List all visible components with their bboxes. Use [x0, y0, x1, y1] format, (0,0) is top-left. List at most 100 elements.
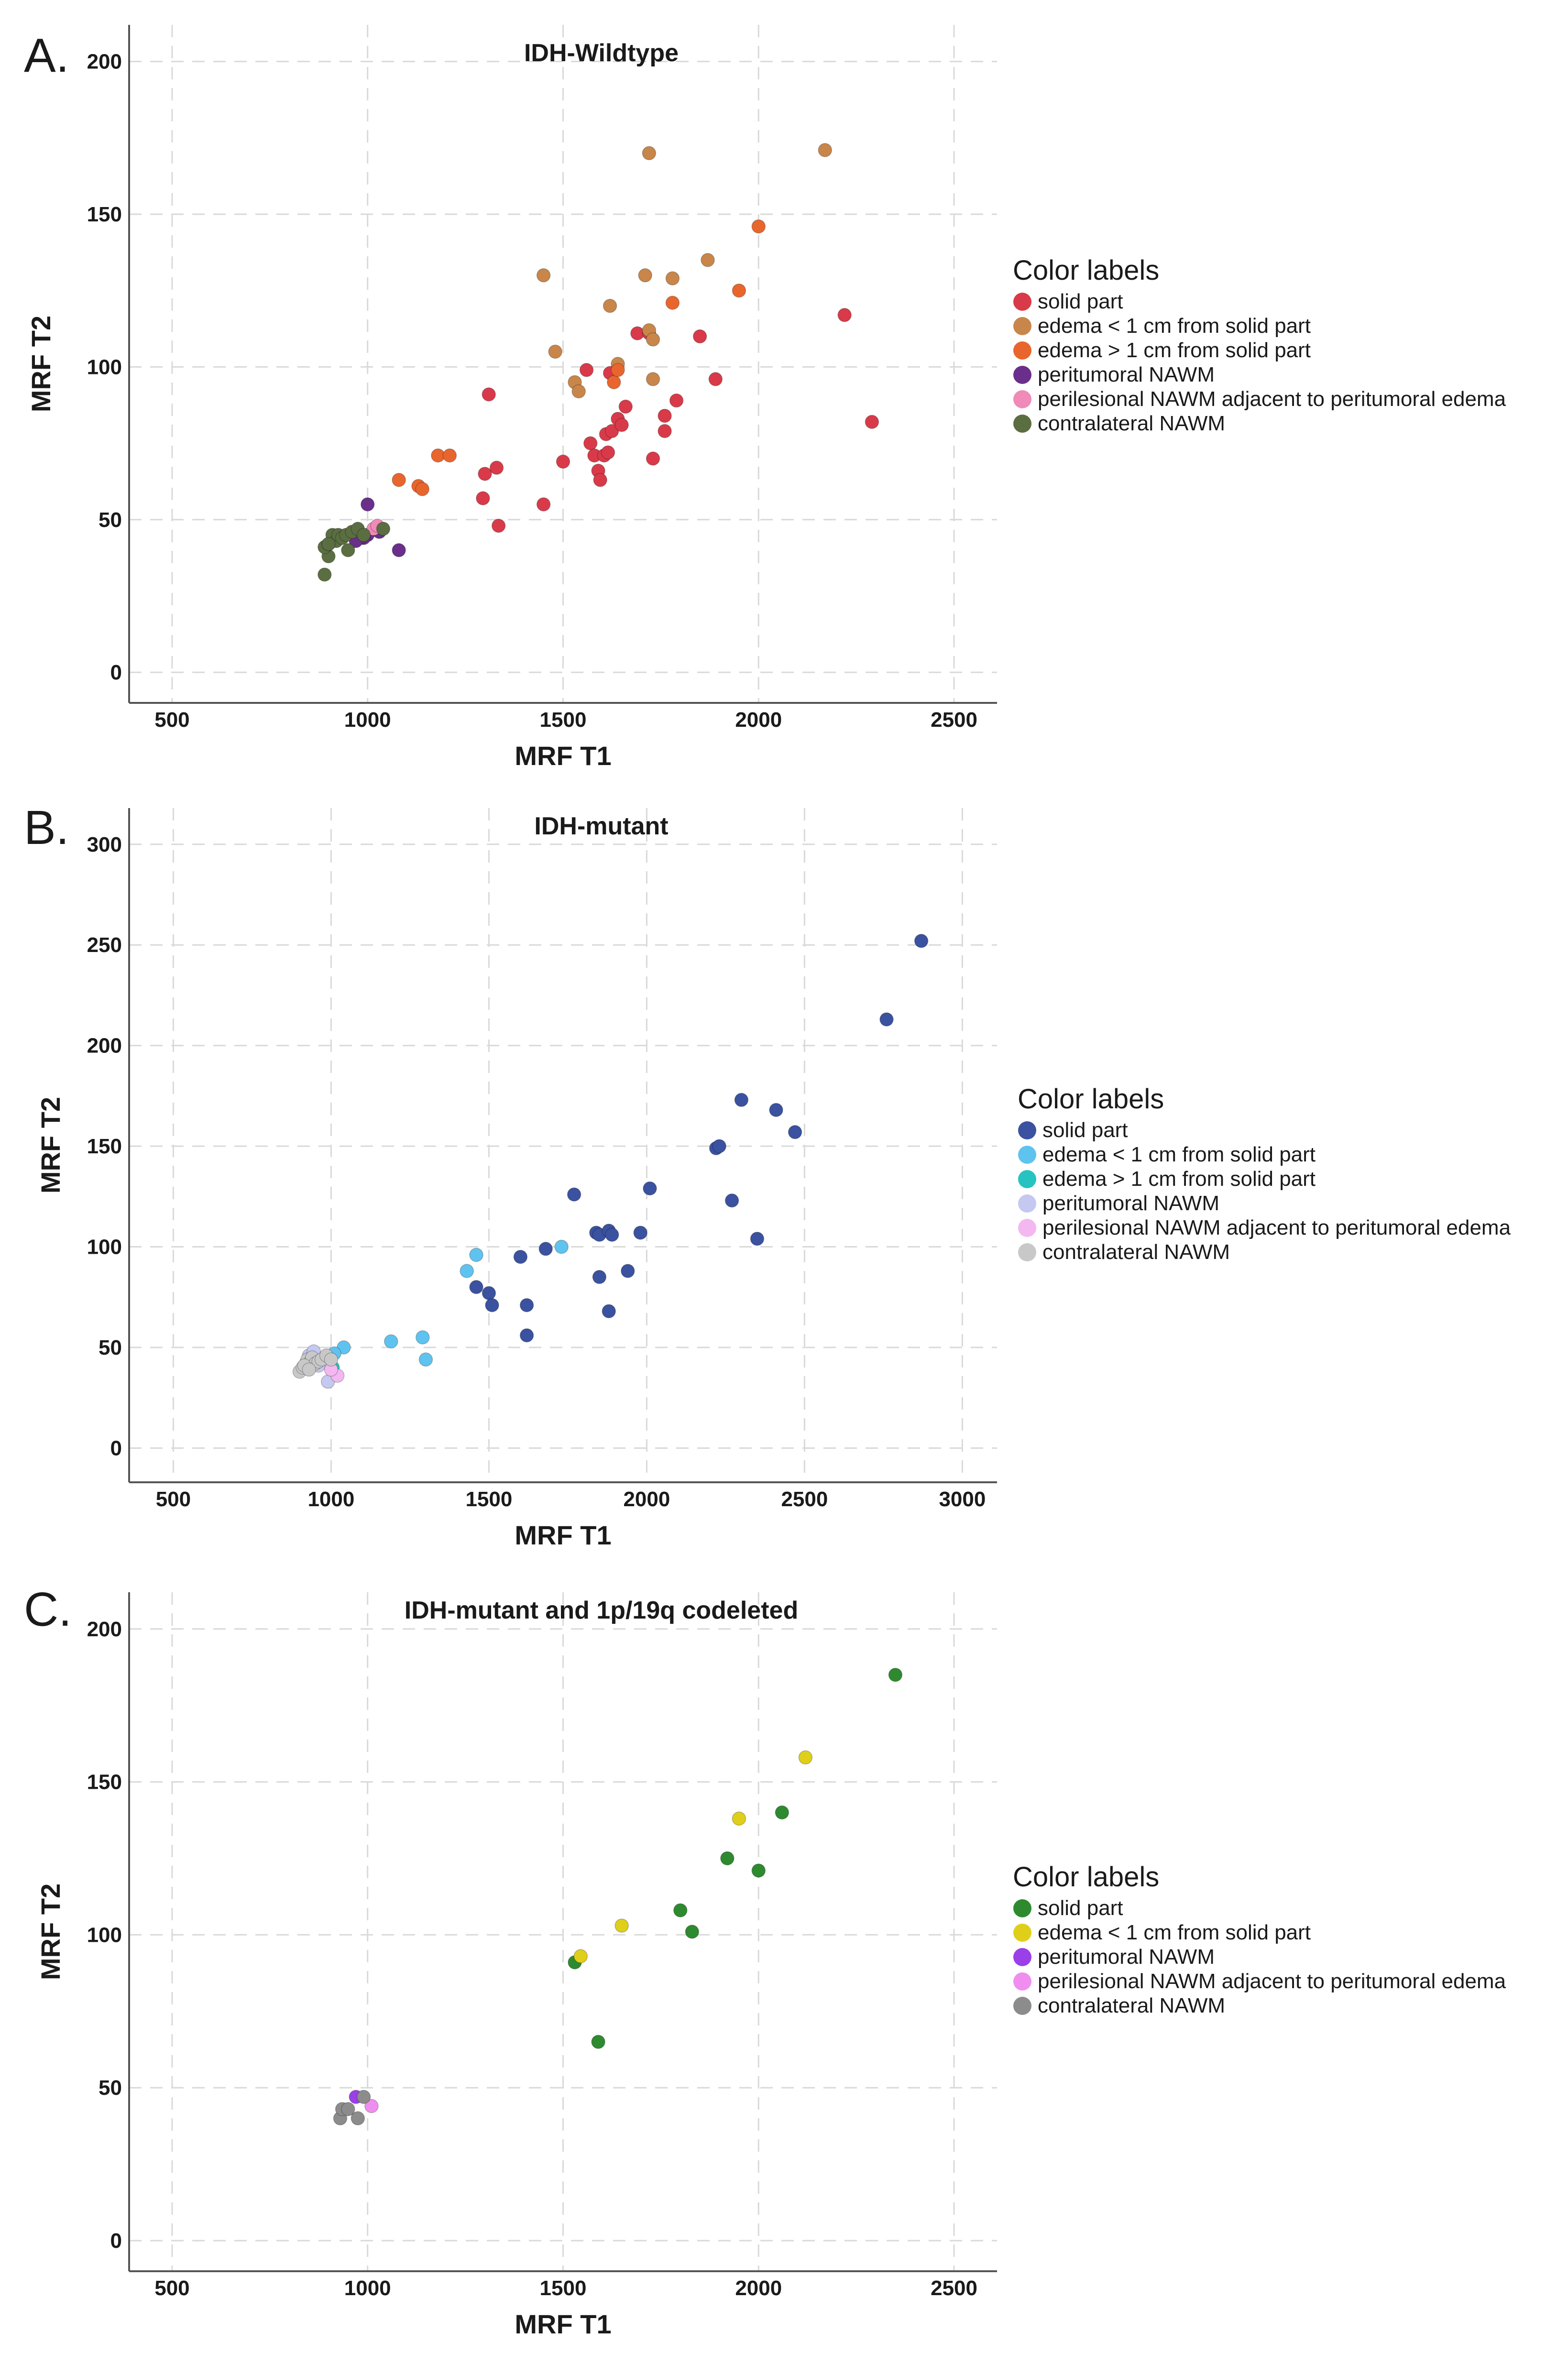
legend-swatch: [1018, 1194, 1036, 1213]
data-point: [646, 332, 660, 347]
x-tick-label: 1000: [344, 708, 391, 732]
chart-panel-2: C. 500 1000 1500 2000 2500 0 50 100 150 200 IDH-mut…: [24, 1583, 1506, 2339]
data-point: [865, 415, 879, 429]
data-point: [356, 2090, 371, 2104]
x-tick-label: 2500: [781, 1488, 828, 1511]
data-point: [888, 1667, 903, 1682]
data-point: [914, 934, 929, 948]
data-point: [646, 451, 660, 466]
data-point: [669, 393, 684, 408]
legend-entry: peritumoral NAWM: [1038, 363, 1215, 386]
x-tick-label: 1000: [307, 1488, 354, 1511]
y-tick-label: 0: [110, 1436, 122, 1460]
series-5: [292, 1348, 339, 1379]
data-point: [603, 298, 617, 313]
legend-swatch: [1013, 293, 1031, 311]
legend-entry: edema > 1 cm from solid part: [1038, 339, 1311, 362]
x-tick-label: 500: [156, 1488, 191, 1511]
legend-entry: edema < 1 cm from solid part: [1038, 1921, 1311, 1944]
x-axis-label: MRF T1: [515, 741, 611, 771]
data-point: [482, 387, 496, 402]
legend-entry: peritumoral NAWM: [1042, 1192, 1219, 1215]
data-point: [618, 399, 633, 414]
legend-entry: solid part: [1038, 290, 1123, 313]
data-point: [614, 417, 629, 432]
x-tick-label: 2500: [931, 708, 977, 732]
series-2: [392, 219, 766, 496]
data-point: [591, 2035, 605, 2049]
legend-title: Color labels: [1013, 255, 1159, 286]
legend-swatch: [1013, 1948, 1031, 1966]
data-point: [567, 1187, 581, 1202]
legend-entry: edema > 1 cm from solid part: [1042, 1167, 1316, 1191]
panel-label: C.: [24, 1583, 72, 1636]
data-point: [604, 424, 619, 438]
data-point: [573, 1949, 588, 1963]
x-tick-label: 2000: [735, 2276, 782, 2300]
data-point: [513, 1249, 528, 1264]
panel-label: B.: [24, 801, 69, 854]
y-tick-label: 0: [110, 2229, 122, 2253]
data-point: [638, 268, 652, 283]
legend-swatch: [1018, 1170, 1036, 1188]
data-point: [602, 1304, 616, 1318]
series-1: [573, 1750, 813, 1963]
x-tick-label: 500: [154, 708, 189, 732]
legend-entry: perilesional NAWM adjacent to peritumora…: [1042, 1216, 1511, 1239]
legend-swatch: [1018, 1219, 1036, 1237]
series-1: [536, 143, 833, 399]
legend-swatch: [1018, 1121, 1036, 1139]
y-axis-label: MRF T2: [35, 1097, 66, 1193]
data-point: [879, 1012, 894, 1027]
panel-label: A.: [24, 29, 69, 82]
data-point: [554, 1239, 569, 1254]
data-point: [732, 283, 746, 298]
series-5: [318, 522, 391, 582]
series-4: [324, 1362, 345, 1383]
data-point: [384, 1334, 398, 1349]
data-point: [732, 1811, 746, 1826]
data-point: [750, 1231, 765, 1246]
data-point: [538, 1242, 553, 1256]
y-tick-label: 200: [87, 1034, 122, 1058]
legend-entry: contralateral NAWM: [1038, 1994, 1225, 2017]
data-point: [701, 253, 715, 267]
series-1: [327, 1239, 569, 1367]
data-point: [519, 1328, 534, 1343]
data-point: [643, 1181, 657, 1196]
data-point: [751, 1863, 766, 1878]
legend-entry: perilesional NAWM adjacent to peritumora…: [1038, 1970, 1506, 1993]
data-point: [646, 372, 660, 386]
legend-swatch: [1018, 1243, 1036, 1261]
legend-title: Color labels: [1018, 1083, 1164, 1115]
data-point: [673, 1903, 688, 1917]
data-point: [364, 2099, 379, 2113]
data-point: [476, 491, 490, 505]
data-point: [536, 497, 551, 512]
data-point: [601, 445, 615, 460]
data-point: [621, 1264, 635, 1278]
data-point: [633, 1226, 647, 1240]
data-point: [519, 1298, 534, 1313]
legend-entry: solid part: [1038, 1896, 1123, 1920]
legend-swatch: [1013, 341, 1031, 360]
data-point: [321, 537, 336, 551]
data-point: [607, 375, 621, 390]
data-point: [356, 527, 371, 542]
series-0: [469, 934, 929, 1343]
data-point: [556, 454, 570, 469]
legend-swatch: [1013, 317, 1031, 335]
y-tick-label: 200: [87, 50, 122, 74]
data-point: [769, 1103, 783, 1117]
data-point: [593, 472, 607, 487]
chart-title: IDH-mutant and 1p/19q codeleted: [405, 1597, 798, 1624]
data-point: [788, 1125, 802, 1139]
legend-swatch: [1013, 1924, 1031, 1942]
data-point: [665, 295, 680, 310]
data-point: [416, 1330, 430, 1345]
x-axis-label: MRF T1: [515, 2309, 611, 2339]
data-point: [489, 460, 504, 475]
data-point: [642, 146, 657, 161]
